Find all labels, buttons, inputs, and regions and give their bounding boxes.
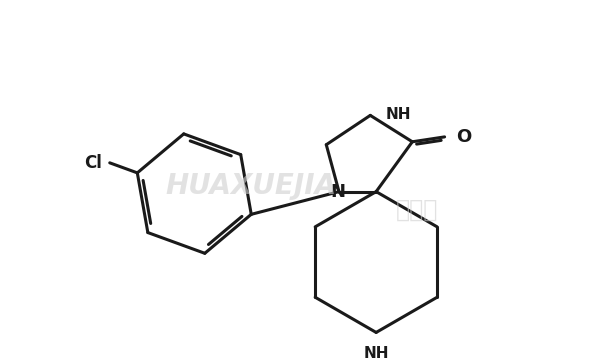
Text: Cl: Cl	[84, 154, 102, 172]
Text: NH: NH	[386, 107, 412, 122]
Text: NH: NH	[363, 346, 389, 361]
Text: HUAXUEJIA: HUAXUEJIA	[166, 172, 336, 200]
Text: N: N	[330, 183, 346, 201]
Text: O: O	[456, 128, 472, 146]
Text: 化学加: 化学加	[396, 198, 438, 222]
